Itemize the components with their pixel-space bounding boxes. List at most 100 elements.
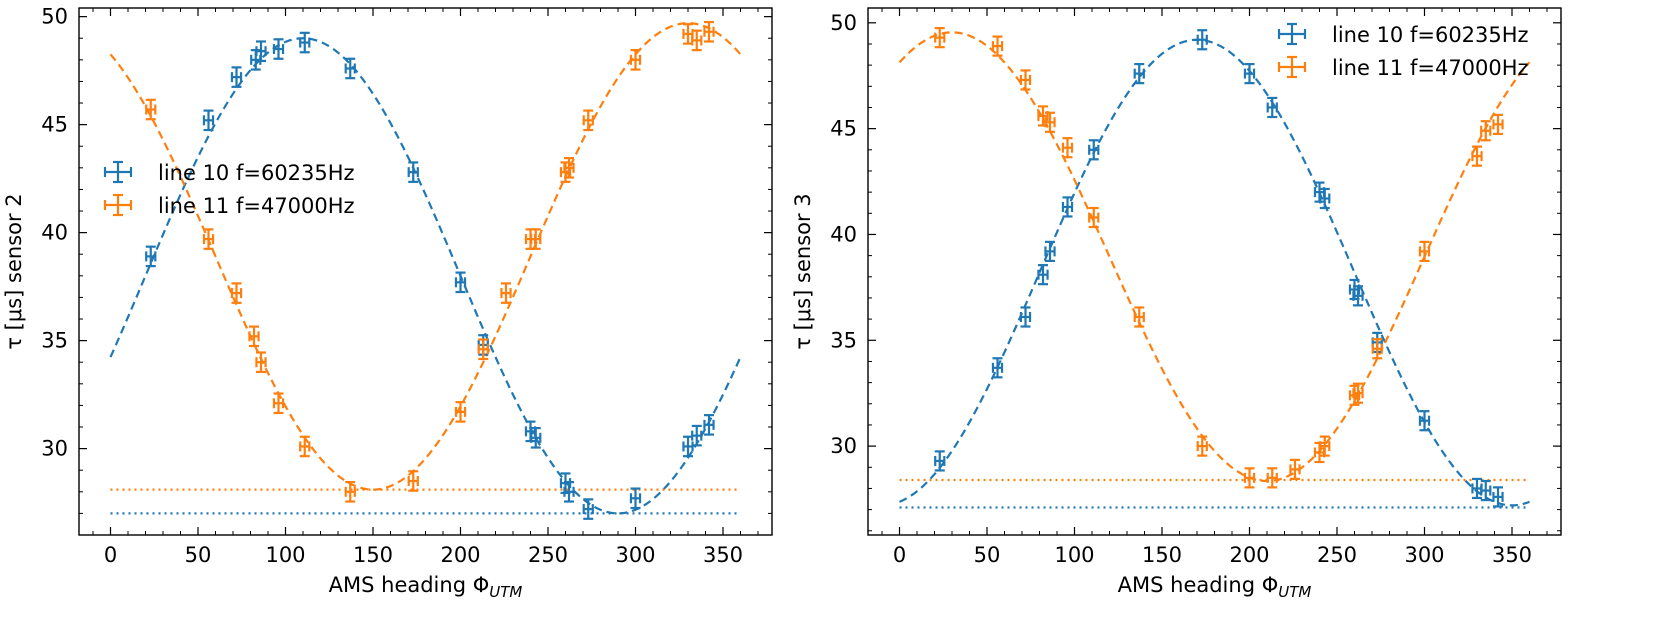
- axes-frame: [78, 7, 773, 536]
- data-point: [1061, 196, 1074, 218]
- x-tick-label: 150: [353, 543, 393, 567]
- series-1-points: [934, 29, 1504, 508]
- data-point: [272, 392, 285, 415]
- data-point: [255, 40, 267, 63]
- x-tick-label: 100: [1054, 543, 1094, 567]
- x-axis-label-subscript: UTM: [489, 583, 522, 601]
- data-point: [344, 57, 356, 80]
- plot-area: [109, 20, 742, 520]
- x-tick-label: 150: [1142, 543, 1182, 567]
- x-tick-label: 250: [1317, 543, 1357, 567]
- data-point: [1480, 479, 1492, 502]
- fit-curve-series-2: [109, 22, 742, 491]
- series-1-points: [145, 31, 715, 520]
- data-point: [1044, 240, 1056, 263]
- legend-marker-series-1: [103, 160, 133, 184]
- data-point: [1352, 285, 1364, 307]
- data-point: [1044, 111, 1056, 133]
- data-point: [991, 35, 1004, 57]
- legend-marker-series-2: [103, 193, 133, 217]
- fit-curve-series-1: [899, 38, 1530, 507]
- data-point: [1371, 338, 1383, 360]
- x-tick-label: 350: [703, 543, 743, 567]
- data-point: [1088, 206, 1100, 229]
- data-point: [1492, 486, 1504, 508]
- data-point: [691, 29, 703, 52]
- right-chart-panel: 0 50 100 150 200 250 300 350 30 35 40 45 50 AMS headi…: [791, 7, 1562, 601]
- data-point: [1037, 264, 1049, 286]
- series-2-points: [145, 20, 715, 503]
- data-point: [1019, 306, 1032, 328]
- x-tick-label: 300: [1404, 543, 1444, 567]
- data-point: [230, 282, 243, 304]
- data-point: [1061, 137, 1074, 159]
- data-point: [454, 401, 467, 423]
- y-axis-label: τ [μs] sensor 2: [2, 193, 26, 349]
- data-point: [1319, 435, 1331, 457]
- data-point: [1319, 187, 1331, 210]
- data-point: [272, 38, 285, 60]
- x-axis-label-subscript: UTM: [1278, 583, 1311, 601]
- data-point: [563, 157, 575, 179]
- y-tick-label: 45: [830, 117, 857, 141]
- y-tick-label: 35: [41, 329, 68, 353]
- fit-curve-series-1: [109, 37, 742, 515]
- left-chart-panel: 0 50 100 150 200 250 300 350 30 35 40 45 50 AMS headi…: [2, 5, 773, 601]
- data-point: [454, 271, 467, 294]
- data-point: [1480, 120, 1492, 142]
- data-point: [1019, 69, 1032, 91]
- data-point: [629, 49, 642, 71]
- y-tick-label: 30: [41, 437, 68, 461]
- y-tick-label: 40: [830, 222, 857, 246]
- data-point: [248, 325, 260, 348]
- data-point: [934, 450, 946, 472]
- data-point: [202, 109, 215, 132]
- data-point: [530, 426, 542, 449]
- data-point: [703, 20, 715, 43]
- data-point: [1471, 477, 1483, 500]
- x-tick-label: 50: [185, 543, 212, 567]
- data-point: [1418, 410, 1431, 432]
- y-tick-label: 50: [41, 5, 68, 29]
- data-point: [145, 245, 157, 268]
- data-point: [582, 109, 594, 132]
- data-point: [1471, 145, 1483, 167]
- y-tick-label: 30: [830, 434, 857, 458]
- data-point: [1243, 467, 1256, 489]
- data-point: [530, 228, 542, 250]
- data-point: [1088, 139, 1100, 161]
- data-point: [299, 435, 311, 458]
- x-axis-label-main: AMS heading Φ: [329, 573, 490, 597]
- y-tick-label: 35: [830, 328, 857, 352]
- data-point: [230, 66, 243, 88]
- y-tick-label: 45: [41, 113, 68, 137]
- data-point: [1133, 306, 1145, 328]
- data-point: [407, 161, 419, 183]
- fit-curve-series-2: [898, 31, 1531, 483]
- series-2-points: [934, 27, 1504, 489]
- axes-frame: [867, 7, 1562, 536]
- data-point: [703, 414, 715, 436]
- x-tick-label: 200: [1229, 543, 1269, 567]
- legend-label-series-1: line 10 f=60235Hz: [1332, 23, 1529, 47]
- x-axis-label: AMS heading ΦUTM: [329, 573, 523, 601]
- x-tick-label: 0: [893, 543, 906, 567]
- x-tick-label: 350: [1492, 543, 1532, 567]
- x-tick-label: 300: [615, 543, 655, 567]
- y-tick-label: 50: [830, 11, 857, 35]
- legend-label-series-1: line 10 f=60235Hz: [158, 161, 355, 185]
- data-point: [1133, 62, 1145, 85]
- data-point: [1418, 240, 1431, 263]
- x-axis-label: AMS heading ΦUTM: [1118, 573, 1312, 601]
- x-tick-label: 100: [265, 543, 305, 567]
- data-point: [1266, 467, 1278, 489]
- legend-label-series-2: line 11 f=47000Hz: [1332, 56, 1529, 80]
- data-point: [1196, 29, 1208, 51]
- data-point: [145, 98, 157, 121]
- legend-marker-series-2: [1277, 55, 1307, 79]
- data-point: [299, 31, 311, 54]
- data-point: [1266, 96, 1278, 119]
- data-point: [202, 228, 215, 250]
- data-point: [1196, 435, 1208, 457]
